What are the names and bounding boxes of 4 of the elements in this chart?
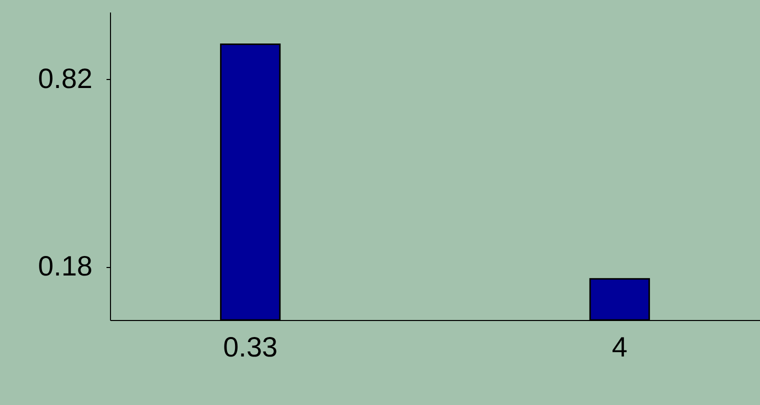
x-tick-label: 4 [612, 332, 628, 362]
x-tick-label: 0.33 [223, 332, 278, 362]
y-tick-label: 0.18 [38, 250, 92, 282]
y-tick-label: 0.82 [38, 62, 92, 94]
